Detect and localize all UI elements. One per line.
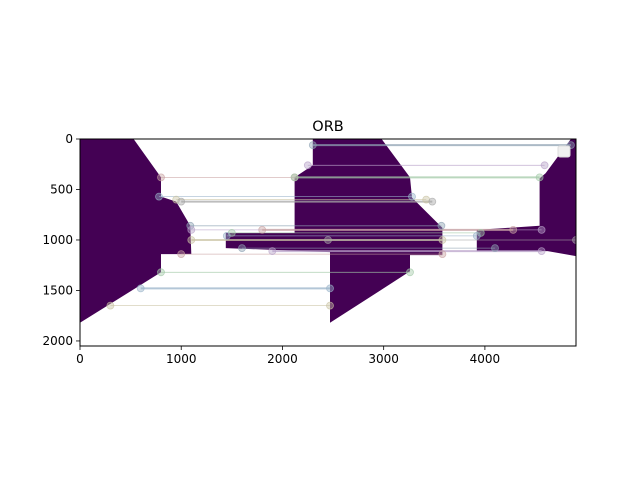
x-tick-label: 0 xyxy=(76,352,84,366)
keypoint-marker xyxy=(326,284,334,293)
x-tick-label: 1000 xyxy=(166,352,197,366)
keypoint-marker xyxy=(222,231,231,240)
keypoint-marker xyxy=(308,141,317,150)
chart-title: ORB xyxy=(312,119,343,135)
keypoint-marker xyxy=(437,221,446,230)
y-axis: 0 500 1000 1500 2000 xyxy=(42,132,80,348)
keypoint-marker xyxy=(438,236,447,244)
match-lines xyxy=(110,144,576,307)
keypoint-marker xyxy=(537,225,546,234)
legend-box xyxy=(557,145,571,158)
x-tick-label: 4000 xyxy=(470,352,501,366)
y-tick-label: 2000 xyxy=(42,334,73,348)
image-shape xyxy=(476,139,576,257)
keypoint-marker xyxy=(537,247,546,256)
keypoint-marker xyxy=(572,236,576,244)
keypoint-marker xyxy=(406,268,414,277)
keypoint-marker xyxy=(476,228,485,237)
x-tick-label: 2000 xyxy=(267,352,298,366)
image-shape xyxy=(80,139,192,323)
x-tick-label: 3000 xyxy=(368,352,399,366)
keypoint-marker xyxy=(258,225,267,234)
keypoint-marker xyxy=(268,247,277,256)
keypoint-marker xyxy=(187,236,196,244)
keypoint-marker xyxy=(177,250,186,259)
keypoint-marker xyxy=(509,225,518,234)
keypoint-marker xyxy=(177,197,186,206)
y-tick-label: 1500 xyxy=(42,283,73,297)
keypoint-marker xyxy=(428,197,437,206)
keypoint-marker xyxy=(540,161,549,170)
keypoint-marker xyxy=(136,284,145,293)
keypoint-marker xyxy=(326,301,334,310)
keypoint-marker xyxy=(290,173,299,182)
keypoint-marker xyxy=(324,236,332,244)
keypoint-marker xyxy=(491,244,499,253)
keypoint-markers xyxy=(106,141,576,310)
keypoint-marker xyxy=(408,192,416,201)
keypoint-marker xyxy=(238,244,246,253)
y-tick-label: 1000 xyxy=(42,233,73,247)
keypoint-marker xyxy=(157,268,165,277)
keypoint-marker xyxy=(155,192,163,201)
keypoint-marker xyxy=(472,231,481,240)
plot-area xyxy=(80,139,576,323)
keypoint-marker xyxy=(535,173,544,182)
axes-frame xyxy=(79,138,577,347)
keypoint-marker xyxy=(438,250,447,259)
y-tick-label: 500 xyxy=(50,182,73,196)
keypoint-marker xyxy=(187,225,196,234)
x-axis: 0 1000 2000 3000 4000 xyxy=(76,346,500,366)
y-tick-label: 0 xyxy=(65,132,73,146)
keypoint-marker xyxy=(303,161,312,170)
keypoint-marker xyxy=(157,173,165,182)
keypoint-marker xyxy=(106,301,115,310)
